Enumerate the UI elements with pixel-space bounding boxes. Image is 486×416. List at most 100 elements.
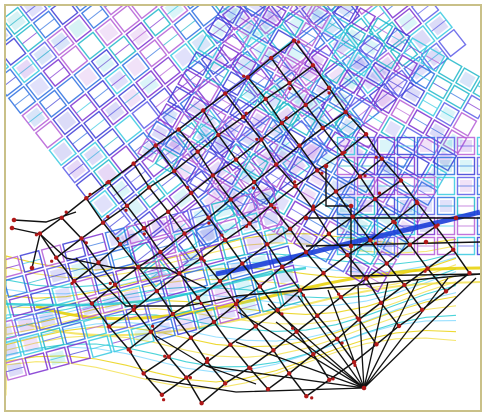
city-block — [379, 6, 409, 19]
network-node — [355, 316, 359, 320]
network-link — [81, 222, 104, 240]
network-link — [336, 338, 355, 363]
city-block — [231, 53, 257, 79]
network-node — [79, 236, 84, 241]
network-link — [213, 321, 231, 346]
city-block — [348, 51, 374, 77]
network-link — [159, 251, 180, 274]
lot-line — [6, 366, 24, 373]
city-block — [312, 192, 339, 219]
network-link — [241, 243, 268, 265]
city-block — [92, 158, 122, 188]
network-link — [224, 76, 249, 95]
city-block — [109, 329, 134, 353]
block-fill — [49, 267, 67, 283]
city-block — [125, 221, 151, 245]
city-block — [313, 31, 339, 57]
network-node — [217, 278, 223, 284]
network-link — [352, 216, 371, 241]
network-link — [202, 92, 226, 112]
block-fill — [338, 6, 355, 18]
lot-line — [251, 116, 267, 126]
city-block — [21, 102, 50, 132]
block-fill — [126, 57, 146, 77]
network-link — [224, 367, 250, 385]
network-link — [197, 151, 214, 176]
lot-line — [214, 207, 232, 213]
block-fill — [66, 159, 87, 180]
network-link — [328, 87, 347, 113]
lot-line — [408, 45, 423, 55]
network-corridor — [235, 273, 480, 297]
block-fill — [83, 145, 104, 166]
network-link — [219, 262, 243, 282]
city-block — [114, 265, 140, 289]
network-link — [156, 272, 180, 292]
city-block — [121, 52, 151, 82]
city-block — [310, 44, 340, 74]
block-fill — [56, 111, 77, 131]
network-node — [29, 265, 35, 271]
network-link — [241, 263, 261, 287]
city-block — [256, 91, 282, 117]
lot-line — [299, 74, 314, 84]
network-link — [97, 262, 116, 286]
city-block — [19, 6, 48, 22]
network-node — [320, 171, 324, 175]
network-corridor — [350, 246, 480, 277]
block-fill — [248, 6, 266, 13]
block-fill — [52, 142, 73, 162]
network-spur — [75, 257, 239, 307]
city-block — [281, 150, 311, 180]
network-link — [143, 227, 162, 253]
network-node — [106, 324, 112, 329]
lot-line — [163, 33, 178, 46]
network-node — [353, 363, 357, 367]
network-link — [155, 145, 175, 172]
block-fill — [370, 66, 387, 83]
city-block — [236, 125, 262, 151]
block-fill — [300, 187, 317, 204]
network-node — [233, 301, 239, 307]
network-link — [168, 356, 187, 379]
network-link — [298, 145, 318, 171]
city-block — [137, 179, 166, 209]
street-network-map[interactable] — [6, 6, 480, 410]
network-node — [105, 181, 109, 185]
lot-line — [97, 57, 113, 69]
city-block — [96, 127, 126, 157]
lot-line — [103, 136, 119, 149]
network-node — [436, 223, 440, 227]
lot-line — [113, 255, 131, 261]
lot-line — [162, 111, 177, 120]
network-node — [188, 335, 194, 340]
network-node — [274, 162, 279, 167]
lot-line — [194, 175, 209, 185]
network-node — [326, 231, 332, 236]
city-block — [189, 204, 214, 228]
network-node — [162, 398, 166, 402]
network-link — [322, 111, 347, 129]
city-block — [50, 6, 79, 26]
block-fill — [439, 106, 456, 123]
network-link — [305, 251, 325, 274]
city-block — [350, 168, 376, 194]
network-link — [85, 197, 104, 224]
block-fill — [134, 327, 151, 343]
lot-line — [28, 277, 46, 284]
network-link — [39, 233, 57, 259]
city-block — [38, 89, 68, 119]
network-node — [118, 242, 123, 247]
city-block — [142, 8, 172, 37]
network-link — [212, 174, 232, 200]
network-node — [467, 270, 472, 276]
network-link — [212, 158, 237, 176]
block-fill — [286, 155, 307, 175]
network-node — [199, 401, 204, 406]
network-link — [288, 353, 314, 375]
contour-line — [6, 242, 457, 284]
lot-line — [86, 241, 105, 248]
block-fill — [6, 361, 24, 378]
city-block — [323, 14, 349, 40]
lot-line — [321, 21, 337, 34]
